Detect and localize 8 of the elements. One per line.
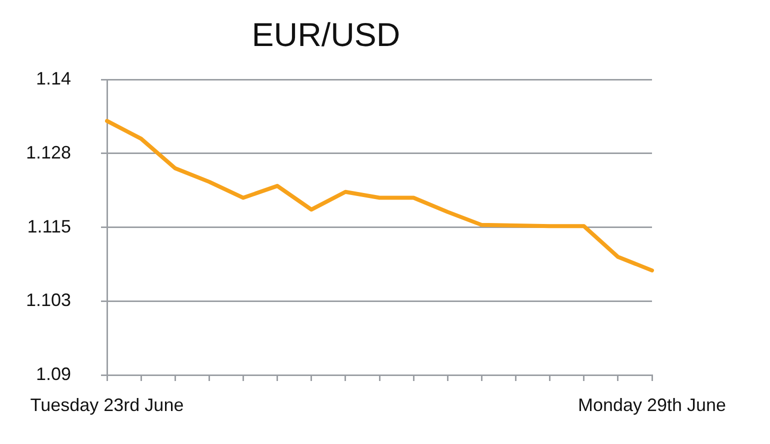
y-tick-label: 1.09: [36, 364, 71, 384]
y-tick-label: 1.115: [27, 216, 71, 236]
chart-title: EUR/USD: [252, 16, 400, 53]
y-tick-label: 1.103: [26, 290, 71, 310]
x-tick-label: Monday 29th June: [578, 394, 726, 415]
y-tick-label: 1.14: [36, 68, 71, 89]
x-tick-label: Tuesday 23rd June: [30, 394, 184, 415]
y-tick-label: 1.128: [26, 142, 71, 162]
